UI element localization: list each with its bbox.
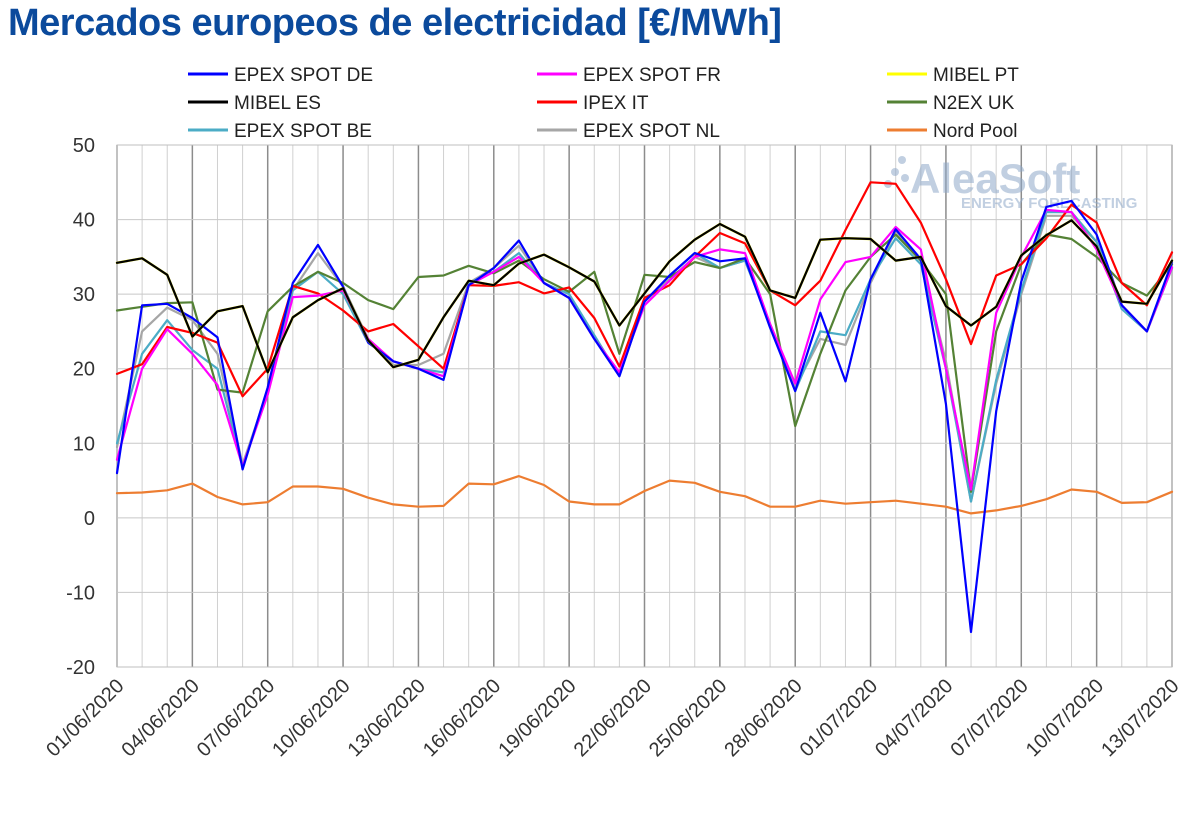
y-tick-label: 50 bbox=[73, 135, 95, 157]
series-line-nord-pool bbox=[115, 475, 1174, 515]
watermark-dot bbox=[891, 168, 899, 176]
series-lines bbox=[115, 181, 1174, 634]
x-axis-ticks: 01/06/202004/06/202007/06/202010/06/2020… bbox=[42, 675, 1183, 761]
legend-item-label: EPEX SPOT FR bbox=[583, 65, 721, 86]
watermark-dot bbox=[901, 174, 909, 182]
x-tick-label: 28/06/2020 bbox=[720, 675, 806, 761]
legend: EPEX SPOT DE EPEX SPOT FR MIBEL PT MIBEL ES… bbox=[188, 65, 1019, 142]
x-tick-label: 01/06/2020 bbox=[42, 675, 128, 761]
x-tick-label: 04/06/2020 bbox=[118, 675, 204, 761]
y-tick-label: 30 bbox=[73, 284, 95, 306]
chart-grid bbox=[116, 144, 1173, 668]
legend-item-label: MIBEL PT bbox=[933, 65, 1019, 86]
legend-item-label: N2EX UK bbox=[933, 93, 1015, 114]
watermark-brand: AleaSoft bbox=[910, 155, 1080, 202]
legend-item-label: EPEX SPOT BE bbox=[234, 121, 372, 142]
x-tick-label: 10/07/2020 bbox=[1022, 675, 1108, 761]
x-tick-label: 16/06/2020 bbox=[419, 675, 505, 761]
y-axis-ticks: -20 -10 0 10 20 30 40 50 bbox=[66, 135, 95, 679]
y-tick-label: -20 bbox=[66, 657, 95, 679]
chart-title: Mercados europeos de electricidad [€/MWh… bbox=[8, 2, 782, 44]
legend-item-label: EPEX SPOT DE bbox=[234, 65, 373, 86]
series-line-epex-spot-fr bbox=[115, 208, 1174, 491]
y-tick-label: 20 bbox=[73, 359, 95, 381]
x-tick-label: 07/06/2020 bbox=[193, 675, 279, 761]
x-tick-label: 25/06/2020 bbox=[645, 675, 731, 761]
x-tick-label: 04/07/2020 bbox=[871, 675, 957, 761]
y-tick-label: -10 bbox=[66, 582, 95, 604]
aleasoft-watermark: AleaSoft ENERGY FORECASTING bbox=[884, 155, 1137, 212]
legend-item-label: IPEX IT bbox=[583, 93, 649, 114]
x-tick-label: 22/06/2020 bbox=[570, 675, 656, 761]
x-tick-label: 19/06/2020 bbox=[494, 675, 580, 761]
y-tick-label: 40 bbox=[73, 210, 95, 232]
watermark-tagline: ENERGY FORECASTING bbox=[961, 195, 1137, 212]
legend-item-label: EPEX SPOT NL bbox=[583, 121, 720, 142]
x-tick-label: 07/07/2020 bbox=[946, 675, 1032, 761]
legend-item-label: MIBEL ES bbox=[234, 93, 321, 114]
x-tick-label: 10/06/2020 bbox=[268, 675, 354, 761]
x-tick-label: 01/07/2020 bbox=[796, 675, 882, 761]
watermark-dot bbox=[898, 156, 906, 164]
legend-item-label: Nord Pool bbox=[933, 121, 1018, 142]
series-line-mibel-es bbox=[115, 219, 1174, 374]
x-tick-label: 13/06/2020 bbox=[344, 675, 430, 761]
x-tick-label: 13/07/2020 bbox=[1097, 675, 1183, 761]
series-line-epex-spot-de bbox=[115, 199, 1174, 634]
y-tick-label: 10 bbox=[73, 433, 95, 455]
plot-area-border bbox=[116, 144, 1173, 668]
y-tick-label: 0 bbox=[84, 508, 95, 530]
